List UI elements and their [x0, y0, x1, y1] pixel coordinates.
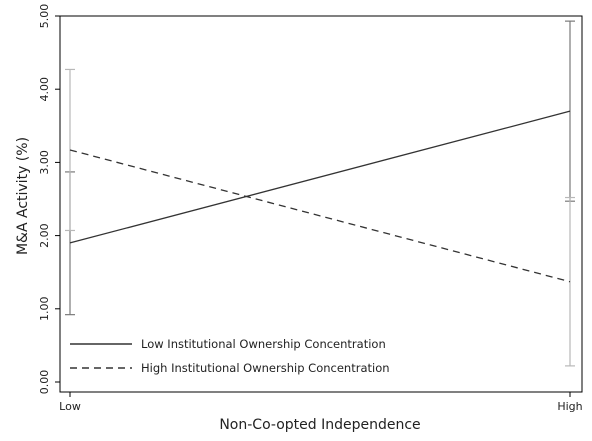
x-axis-ticks: Low High — [59, 392, 583, 413]
series-lines — [69, 110, 571, 283]
x-axis-title: Non-Co-opted Independence — [219, 417, 420, 433]
series-line-low — [69, 110, 571, 244]
y-tick-label: 5.00 — [38, 4, 51, 29]
y-tick-label: 4.00 — [38, 77, 51, 102]
y-tick-label: 1.00 — [38, 297, 51, 322]
y-tick-label: 3.00 — [38, 150, 51, 175]
plot-area — [59, 15, 583, 393]
legend: Low Institutional Ownership Concentratio… — [70, 337, 390, 375]
x-tick-label: Low — [59, 400, 81, 413]
y-axis-ticks: 0.00 1.00 2.00 3.00 4.00 5.00 — [38, 4, 60, 395]
legend-label-high: High Institutional Ownership Concentrati… — [141, 361, 390, 375]
y-tick-label: 0.00 — [38, 370, 51, 395]
series-line-high — [69, 149, 571, 283]
y-tick-label: 2.00 — [38, 223, 51, 248]
legend-label-low: Low Institutional Ownership Concentratio… — [141, 337, 386, 351]
y-axis-title: M&A Activity (%) — [15, 137, 31, 255]
x-tick-label: High — [557, 400, 582, 413]
